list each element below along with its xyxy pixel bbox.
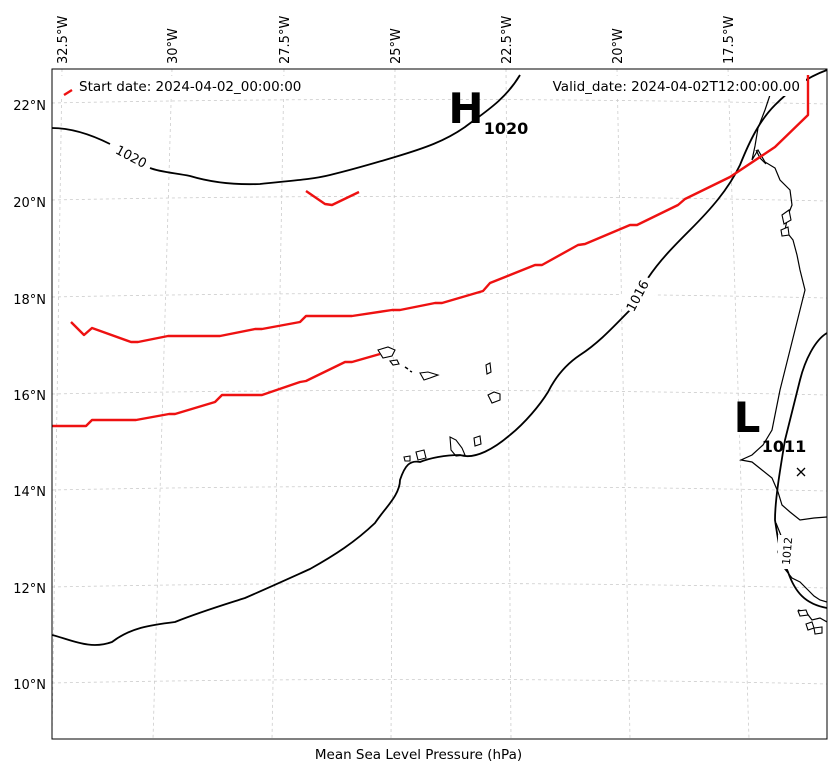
bijagos-1 [797, 609, 809, 617]
lat-tick-18n: 18°N [13, 293, 46, 308]
longitude-ticks: 32.5°W 30°W 27.5°W 25°W 22.5°W 20°W 17.5… [56, 16, 737, 64]
high-pressure-letter: H [448, 84, 483, 133]
parallel-18n [52, 292, 827, 299]
lon-tick-25w: 25°W [389, 28, 404, 64]
start-date-legend-line [63, 88, 73, 97]
islands [377, 209, 823, 635]
meridian-17-5w [727, 69, 750, 739]
cape-verde-fogo [415, 449, 427, 461]
canary-islet-2 [780, 226, 790, 237]
cape-verde-santiago [449, 436, 466, 457]
map-frame [51, 68, 828, 740]
meridian-27-5w [271, 69, 285, 739]
start-date-box [58, 76, 320, 96]
lat-tick-22n: 22°N [13, 99, 46, 114]
parallel-14n [52, 485, 827, 492]
low-center-marker [796, 467, 806, 477]
meridian-30w [152, 69, 173, 739]
cape-verde-santo-antao [377, 346, 396, 359]
parallel-16n [52, 389, 827, 396]
isobars [52, 69, 827, 646]
lat-tick-14n: 14°N [13, 485, 46, 500]
parallel-22n [52, 98, 827, 105]
trajectory-north [70, 75, 810, 344]
meridian-20w [616, 69, 631, 739]
meridian-22-5w [505, 69, 512, 739]
trajectory-short [305, 190, 360, 207]
trajectory-south [52, 352, 381, 428]
isobar-1012-label-mask [778, 535, 796, 569]
lat-tick-12n: 12°N [13, 582, 46, 597]
start-date-text: Start date: 2024-04-02_00:00:00 [79, 79, 301, 95]
lon-tick-27-5w: 27.5°W [278, 16, 293, 64]
lon-tick-20w: 20°W [611, 28, 626, 64]
canary-islet-1 [781, 209, 792, 225]
cape-verde-boa-vista [487, 391, 501, 404]
isobar-1016 [52, 69, 827, 646]
cape-verde-sao-vicente [389, 359, 400, 366]
bijagos-2 [805, 621, 815, 631]
graticule [52, 69, 827, 739]
cape-verde-sao-nicolau [419, 371, 440, 381]
lon-tick-32-5w: 32.5°W [56, 16, 71, 64]
africa-coastline [739, 94, 827, 521]
valid-date-box [540, 76, 806, 96]
cape-verde-sal [485, 362, 492, 375]
meridian-32-5w [52, 69, 63, 739]
high-pressure-value: 1020 [484, 119, 529, 138]
map-caption: Mean Sea Level Pressure (hPa) [314, 747, 523, 763]
lat-tick-20n: 20°N [13, 196, 46, 211]
lon-tick-22-5w: 22.5°W [500, 16, 515, 64]
isobar-1020-label-mask [105, 134, 155, 178]
cape-verde-maio [473, 435, 482, 447]
parallel-20n [52, 195, 827, 202]
low-pressure-letter: L [734, 393, 761, 442]
isobar-1016-label-mask [616, 270, 661, 318]
lon-tick-17-5w: 17.5°W [722, 16, 737, 64]
valid-date-text: Valid_date: 2024-04-02T12:00:00.00 [553, 79, 800, 95]
isobar-1012 [774, 332, 827, 609]
lon-tick-30w: 30°W [166, 28, 181, 64]
isobar-1020 [52, 74, 521, 186]
small-islets [404, 366, 413, 373]
parallel-10n [52, 678, 827, 685]
isobar-1012-label: 1012 [780, 537, 795, 566]
lat-tick-10n: 10°N [13, 678, 46, 693]
low-pressure-value: 1011 [762, 437, 807, 456]
bijagos-3 [813, 626, 823, 635]
cape-verde-brava [403, 455, 411, 462]
parallel-12n [52, 582, 827, 589]
meridian-25w [390, 69, 396, 739]
lat-tick-16n: 16°N [13, 389, 46, 404]
latitude-ticks: 22°N 20°N 18°N 16°N 14°N 12°N 10°N [13, 99, 46, 693]
